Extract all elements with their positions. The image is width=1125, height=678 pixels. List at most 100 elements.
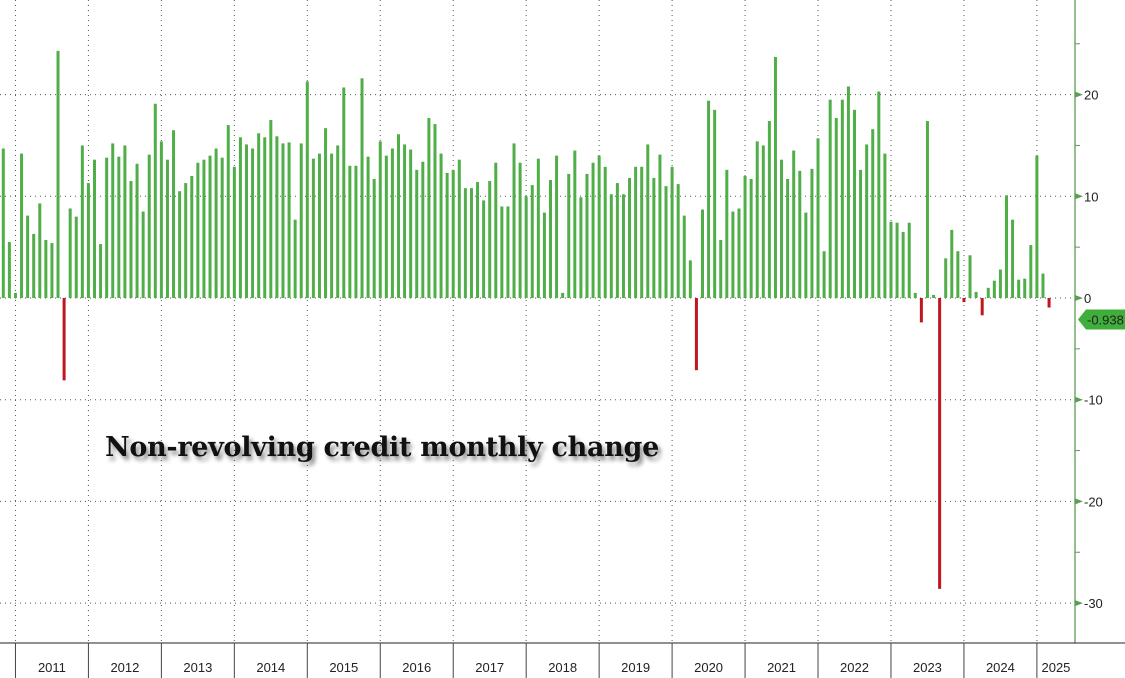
bar: [232, 166, 236, 298]
bar: [93, 159, 96, 298]
bar: [585, 173, 589, 298]
bar: [755, 141, 759, 298]
bar: [7, 242, 11, 298]
y-tick-label: -10: [1084, 393, 1103, 408]
bar: [165, 159, 169, 298]
bar: [786, 179, 790, 298]
bar: [208, 155, 212, 298]
bar: [853, 109, 856, 298]
bar: [555, 155, 559, 298]
y-tick-label: 20: [1084, 88, 1098, 103]
bar: [506, 206, 510, 298]
bar: [366, 156, 370, 298]
bar: [178, 191, 182, 298]
bar: [202, 159, 206, 298]
bar: [342, 87, 346, 298]
bar: [311, 158, 315, 298]
bar: [962, 298, 966, 303]
bar: [798, 170, 802, 298]
bar: [913, 292, 917, 298]
bar: [828, 99, 832, 298]
bar: [354, 165, 358, 298]
bar: [13, 292, 17, 298]
year-label: 2025: [1041, 660, 1070, 675]
bar: [159, 141, 163, 298]
bar: [111, 143, 115, 298]
bar: [1041, 273, 1045, 298]
bar: [804, 212, 808, 298]
bar: [883, 153, 887, 298]
bar: [56, 50, 60, 298]
bar: [877, 91, 881, 298]
bar: [761, 145, 765, 298]
bar: [968, 255, 972, 298]
x-axis: 2011 2012 2013 2014 2015 2016 2017 2018 2019 2020…: [0, 642, 1125, 678]
bar: [214, 148, 218, 298]
tick-arrow-icon: [1075, 295, 1083, 301]
bar: [567, 173, 571, 298]
bar: [956, 251, 960, 298]
year-label: 2020: [694, 660, 723, 675]
bar: [658, 154, 662, 298]
bar: [269, 120, 273, 299]
bar: [463, 188, 467, 298]
bar: [944, 258, 948, 298]
bar: [682, 215, 686, 298]
bar: [439, 153, 443, 298]
bar: [74, 216, 78, 298]
year-label: 2021: [767, 660, 796, 675]
bar: [719, 240, 723, 298]
bar: [324, 128, 328, 298]
bar: [172, 130, 176, 298]
bar: [980, 298, 984, 316]
bar: [129, 181, 133, 298]
year-label: 2011: [38, 660, 66, 675]
bar: [634, 166, 638, 298]
bar: [330, 153, 334, 298]
bar: [403, 144, 407, 298]
y-tick-label: 0: [1084, 291, 1091, 306]
bar: [579, 197, 583, 298]
bar: [226, 125, 230, 298]
bar: [1029, 245, 1033, 298]
bar: [731, 211, 735, 298]
bar: [348, 165, 352, 298]
tick-arrow-icon: [1075, 600, 1083, 607]
bar: [780, 159, 784, 298]
bar: [299, 143, 303, 298]
bar: [257, 133, 261, 298]
bar: [701, 209, 704, 298]
bar: [591, 162, 595, 298]
bar: [281, 143, 285, 298]
bar: [360, 78, 364, 298]
last-value-label: -0.938: [1087, 313, 1124, 328]
bar: [397, 134, 400, 298]
bar: [263, 137, 267, 298]
bar: [1011, 219, 1015, 298]
bar: [44, 240, 48, 298]
bar: [482, 200, 486, 298]
bar: [974, 291, 978, 298]
bar: [646, 144, 650, 298]
bar: [749, 179, 753, 298]
bar: [907, 222, 911, 298]
year-label: 2018: [548, 660, 577, 675]
bar: [123, 145, 127, 298]
bar: [238, 137, 242, 298]
bar: [725, 169, 729, 298]
bar: [372, 179, 376, 298]
bar: [652, 177, 656, 298]
bar: [196, 162, 200, 298]
bar: [986, 287, 990, 298]
bar: [50, 243, 54, 298]
year-label: 2019: [621, 660, 650, 675]
bar: [901, 231, 905, 298]
bar: [135, 163, 139, 298]
bar: [512, 143, 516, 298]
bar: [792, 150, 796, 298]
bar: [427, 117, 431, 298]
bar: [1, 148, 5, 298]
bar: [469, 188, 473, 298]
bar: [840, 99, 844, 298]
